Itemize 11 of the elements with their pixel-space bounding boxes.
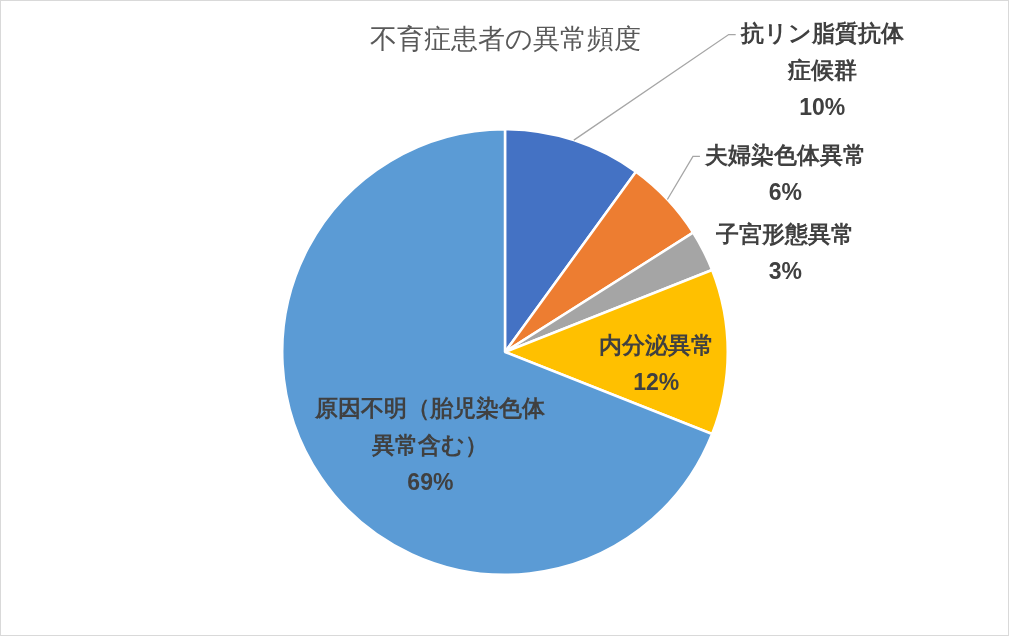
slice-label: 内分泌異常 — [598, 331, 714, 358]
data-label: 69% — [407, 468, 454, 495]
data-label: 3% — [768, 258, 803, 285]
slice-label: 子宮形態異常 — [715, 221, 855, 248]
slice-label: 抗リン脂質抗体症候群 — [739, 19, 905, 83]
data-label: 10% — [799, 93, 846, 120]
data-label: 6% — [768, 178, 803, 205]
slice-label: 夫婦染色体異常 — [703, 141, 866, 168]
slice-label: 原因不明（胎児染色体異常含む） — [314, 394, 547, 458]
data-label: 12% — [633, 368, 680, 395]
chart-title: 不育症患者の異常頻度 — [369, 24, 641, 55]
